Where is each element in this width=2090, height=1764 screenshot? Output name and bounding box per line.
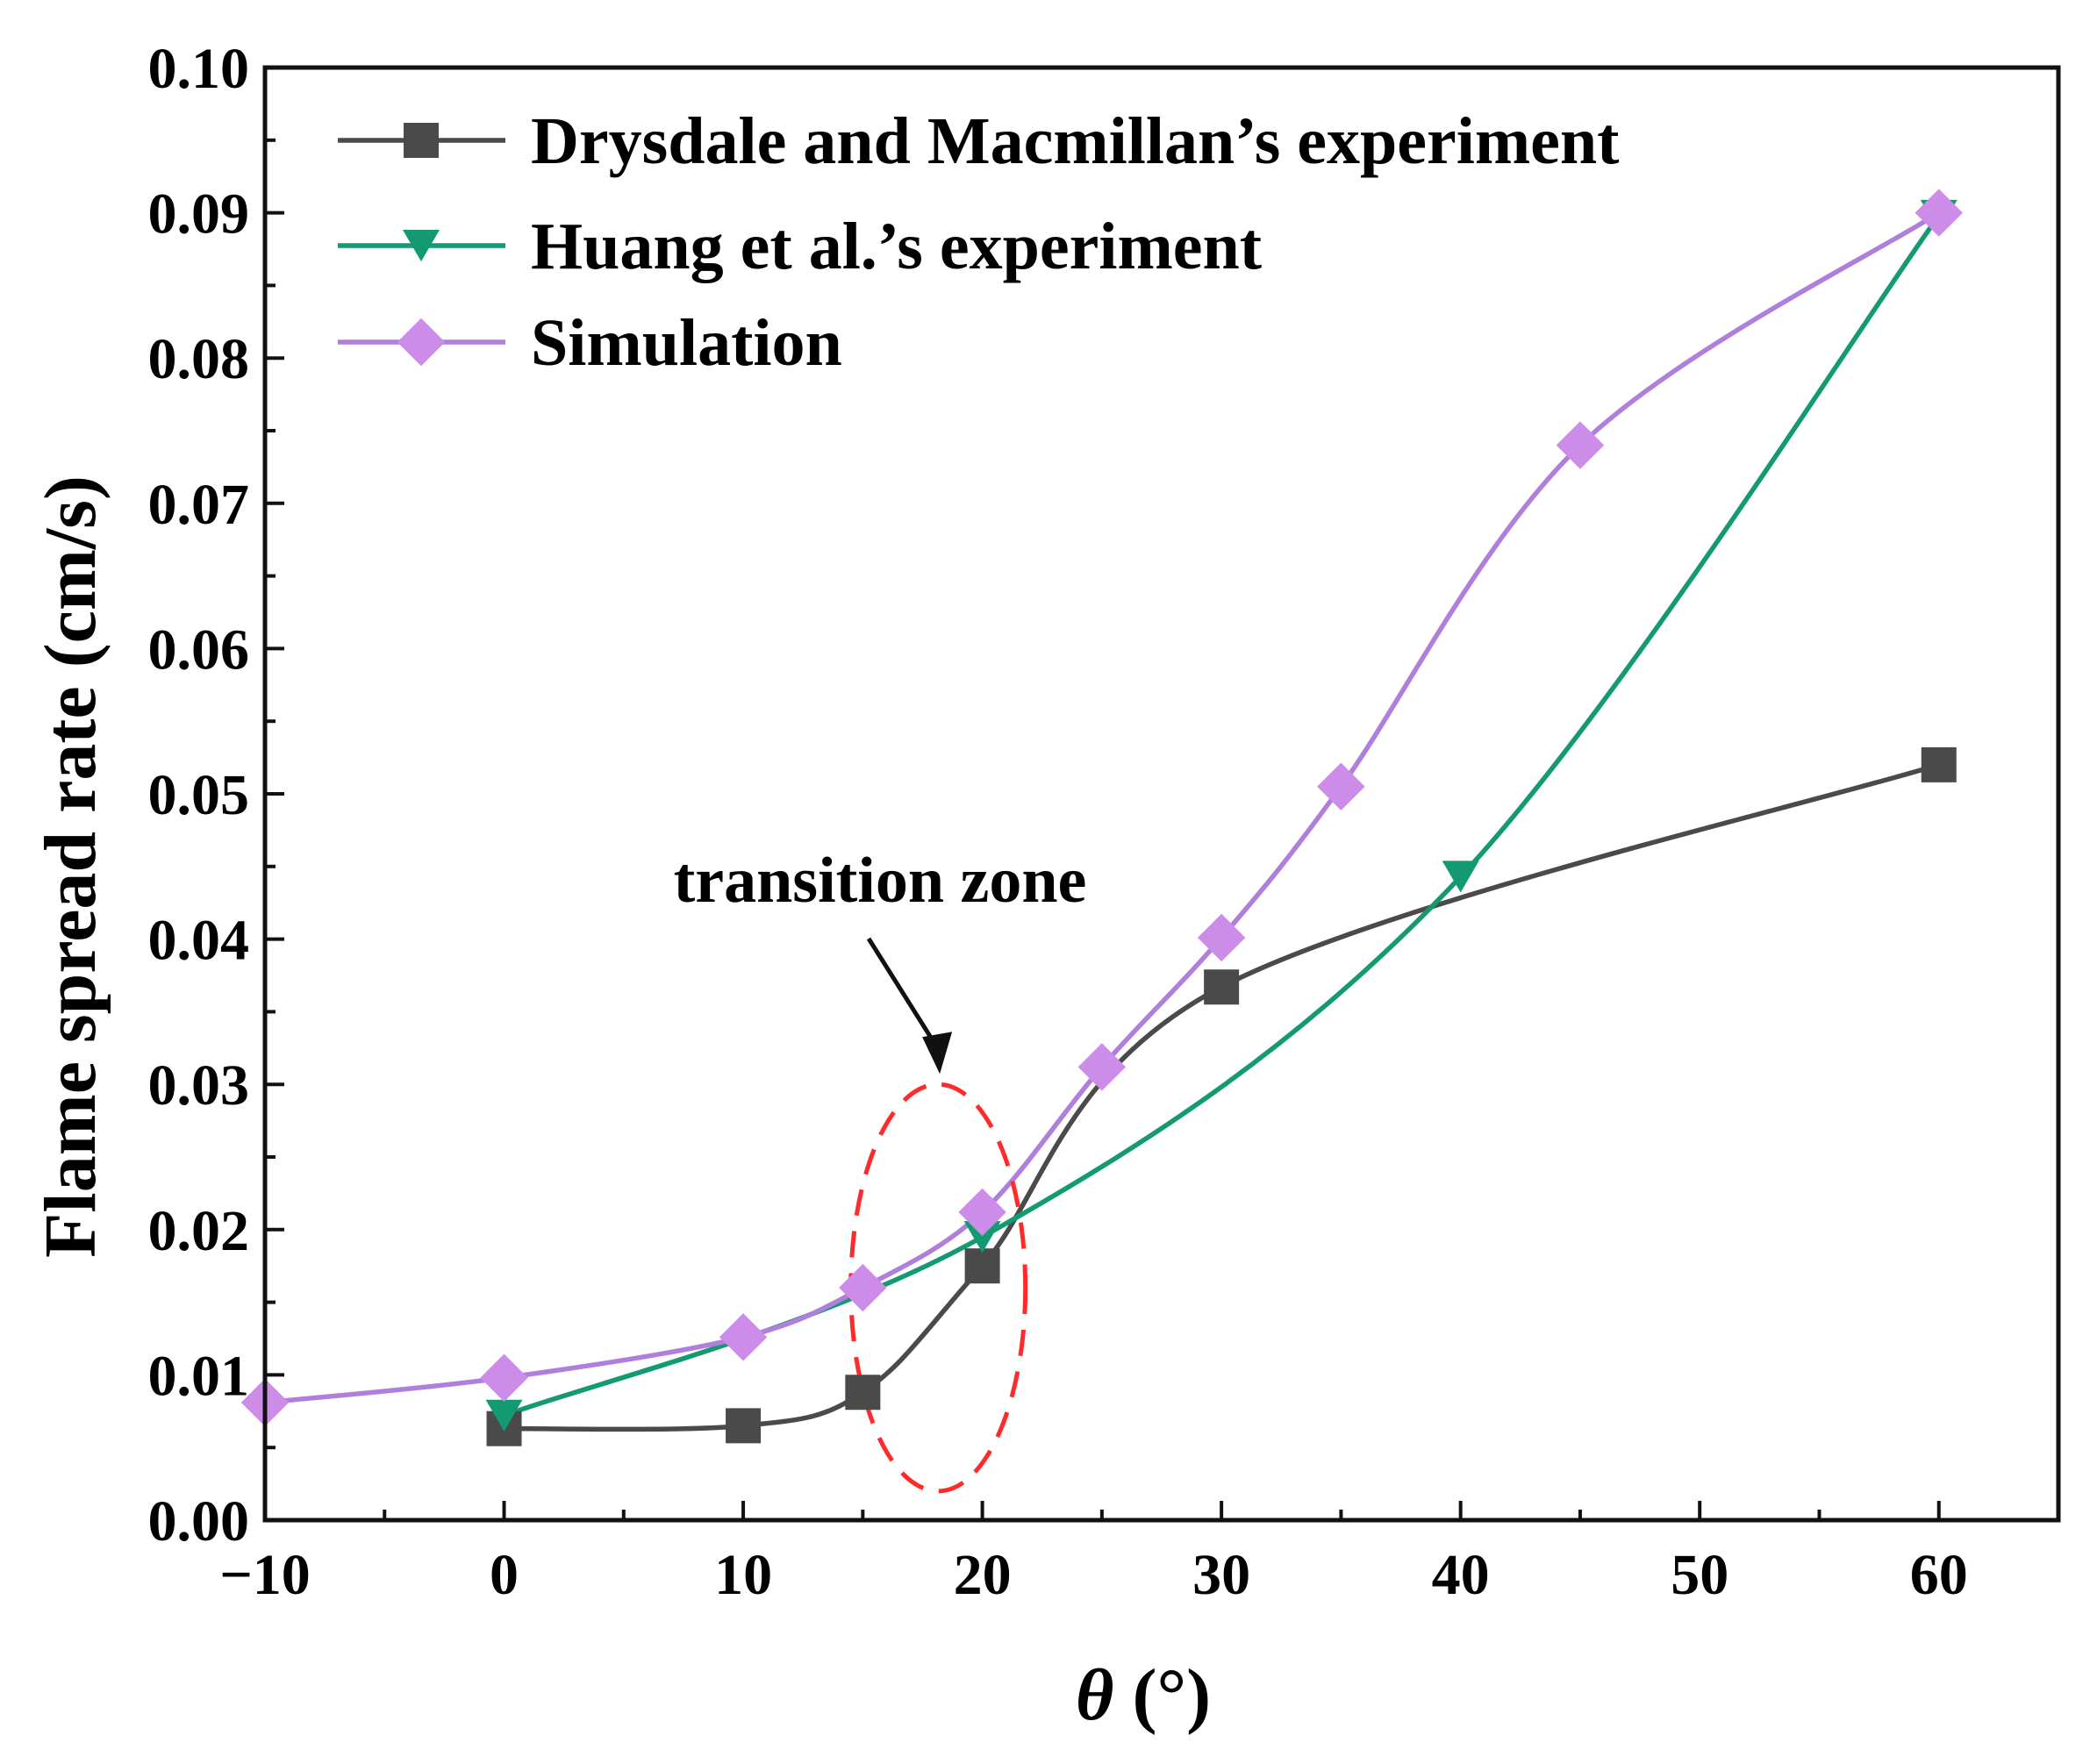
series-2-point-3 <box>839 1263 887 1312</box>
axes <box>262 65 2061 1523</box>
x-tick-label: 30 <box>1192 1543 1250 1607</box>
x-axis-unit: (°) <box>1114 1654 1212 1736</box>
y-tick-label: 0.03 <box>148 1053 250 1118</box>
series-1-point-1 <box>963 1221 1001 1253</box>
series-0-point-1 <box>726 1408 762 1444</box>
x-tick-label: −10 <box>219 1543 311 1607</box>
series-2-point-9 <box>1915 189 1963 237</box>
y-axis-label: Flame spread rate (cm/s) <box>30 475 111 1258</box>
tick-labels: −10 0 10 20 30 40 50 60 0.00 0.01 0.02 0.03 0.04 0.05… <box>148 37 1968 1607</box>
series-2-point-4 <box>958 1188 1006 1237</box>
series-0-point-5 <box>1921 746 1957 782</box>
x-tick-label: 0 <box>490 1543 519 1607</box>
series-2-point-1 <box>480 1353 528 1402</box>
legend: Drysdale and Macmillan’s experiment Huang… <box>338 104 1620 380</box>
y-tick-label: 0.07 <box>148 473 250 537</box>
series-0-point-2 <box>845 1375 881 1410</box>
legend-marker-2 <box>397 318 446 367</box>
series-2-point-2 <box>719 1313 768 1361</box>
y-tick-label: 0.04 <box>148 909 250 973</box>
x-tick-label: 50 <box>1671 1543 1729 1607</box>
legend-label-1: Huang et al.’s experiment <box>531 210 1262 283</box>
series-2-line <box>262 210 1942 1405</box>
series-2-point-7 <box>1317 762 1365 811</box>
legend-marker-1 <box>403 230 440 261</box>
x-tick-label: 60 <box>1910 1543 1968 1607</box>
series-1-point-2 <box>1442 861 1479 893</box>
series-curves <box>262 210 1942 1432</box>
annotation-arrow-head <box>922 1032 953 1075</box>
series-markers <box>240 189 1963 1446</box>
legend-label-2: Simulation <box>531 306 842 380</box>
series-0-point-4 <box>1204 969 1240 1005</box>
series-0-point-3 <box>964 1248 1000 1284</box>
y-tick-label: 0.01 <box>148 1344 250 1408</box>
y-tick-label: 0.08 <box>148 327 250 391</box>
annotation-arrow-shaft <box>866 937 940 1049</box>
y-tick-label: 0.05 <box>148 763 250 827</box>
x-tick-label: 40 <box>1432 1543 1490 1607</box>
x-axis-symbol: θ <box>1076 1654 1114 1736</box>
series-1-line <box>501 213 1942 1418</box>
series-2-point-5 <box>1077 1043 1127 1091</box>
y-tick-label: 0.09 <box>148 182 250 246</box>
series-1-point-0 <box>485 1399 523 1432</box>
annotation: transition zone <box>674 845 1087 1075</box>
y-tick-label: 0.06 <box>148 618 250 682</box>
y-tick-label: 0.02 <box>148 1199 250 1263</box>
series-2-point-8 <box>1556 421 1605 469</box>
x-axis-label: θ (°) <box>1076 1654 1211 1736</box>
series-2-point-6 <box>1197 913 1246 962</box>
x-tick-label: 20 <box>954 1543 1012 1607</box>
legend-label-0: Drysdale and Macmillan’s experiment <box>531 104 1620 178</box>
y-tick-label: 0.00 <box>148 1489 250 1553</box>
legend-marker-0 <box>404 123 439 158</box>
annotation-text: transition zone <box>674 845 1087 917</box>
x-tick-label: 10 <box>714 1543 772 1607</box>
y-tick-label: 0.10 <box>148 37 250 101</box>
plot-frame <box>262 65 2061 1523</box>
